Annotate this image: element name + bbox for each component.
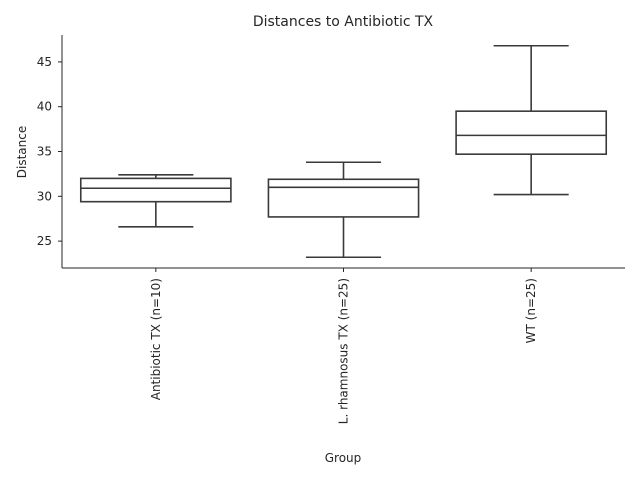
box-1	[79, 174, 232, 228]
x-axis-label: Group	[325, 451, 362, 465]
y-tick-label: 30	[37, 189, 52, 203]
iqr-box	[267, 178, 420, 218]
box-2	[267, 161, 420, 259]
y-axis-ticks: 25 30 35 40 45	[37, 55, 62, 248]
box-3	[455, 44, 608, 196]
y-tick-label: 35	[37, 145, 52, 159]
y-axis-label: Distance	[15, 126, 29, 178]
x-axis-ticks: Antibiotic TX (n=10) L. rhamnosus TX (n=2…	[149, 268, 538, 424]
box-group	[79, 44, 608, 259]
y-tick-label: 40	[37, 100, 52, 114]
x-tick-label: L. rhamnosus TX (n=25)	[337, 278, 351, 424]
y-tick-label: 25	[37, 234, 52, 248]
x-tick-label: Antibiotic TX (n=10)	[149, 278, 163, 400]
iqr-box	[455, 110, 608, 155]
y-tick-label: 45	[37, 55, 52, 69]
chart-title: Distances to Antibiotic TX	[253, 14, 434, 30]
x-tick-label: WT (n=25)	[524, 278, 538, 343]
iqr-box	[79, 177, 232, 203]
